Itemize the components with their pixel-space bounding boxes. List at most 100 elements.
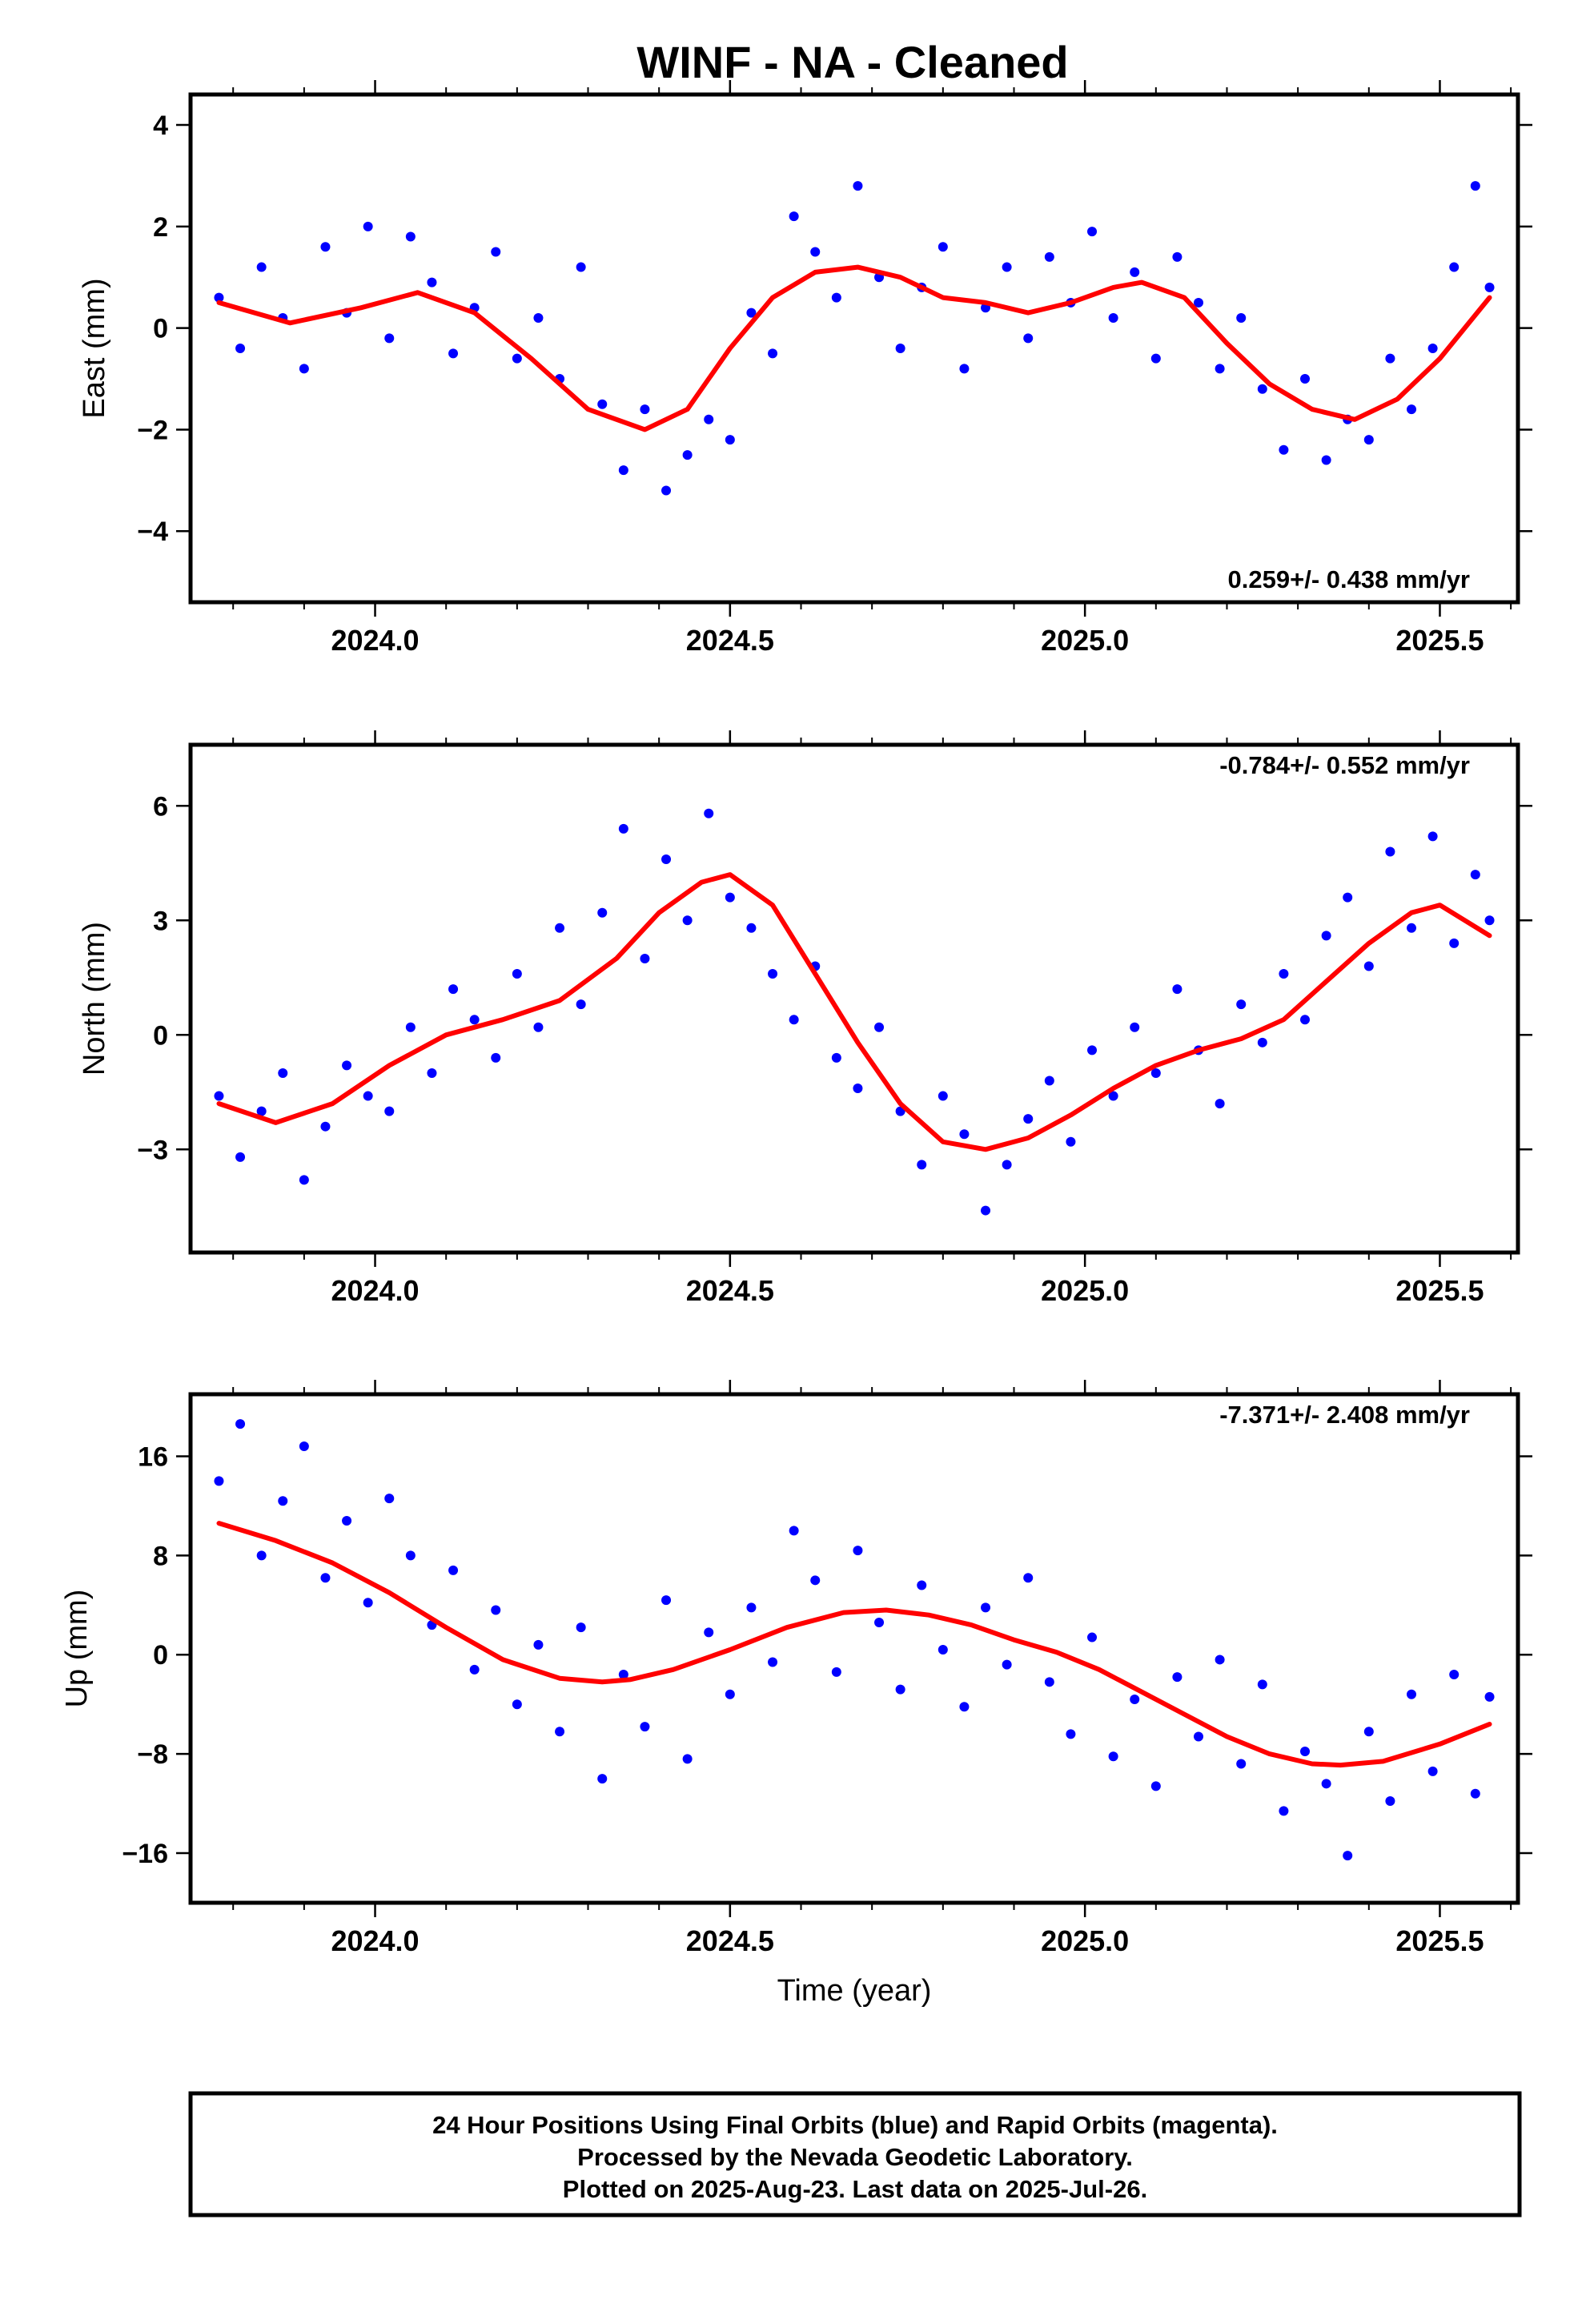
north-data-point bbox=[1385, 846, 1395, 857]
up-x-tick-label: 2024.0 bbox=[331, 1924, 419, 1957]
up-data-point bbox=[320, 1573, 331, 1583]
up-data-point bbox=[533, 1639, 544, 1650]
north-data-point bbox=[1150, 1068, 1161, 1078]
up-data-point bbox=[1023, 1573, 1034, 1583]
north-data-point bbox=[789, 1015, 799, 1025]
east-x-tick-label: 2025.5 bbox=[1395, 624, 1484, 657]
north-data-point bbox=[320, 1121, 331, 1132]
up-data-point bbox=[1363, 1727, 1374, 1737]
north-data-point bbox=[1257, 1037, 1267, 1047]
north-data-point bbox=[1407, 923, 1417, 933]
north-data-point bbox=[1484, 915, 1495, 926]
up-data-point bbox=[1215, 1655, 1225, 1665]
up-data-point bbox=[1172, 1672, 1182, 1683]
north-data-point bbox=[1023, 1114, 1034, 1124]
up-data-point bbox=[640, 1722, 650, 1732]
east-data-point bbox=[1087, 227, 1098, 237]
east-data-point bbox=[1130, 267, 1140, 277]
north-x-tick-label: 2025.5 bbox=[1395, 1274, 1484, 1307]
north-data-point bbox=[363, 1091, 373, 1101]
up-data-point bbox=[1484, 1691, 1495, 1702]
up-data-point bbox=[661, 1595, 672, 1606]
north-data-point bbox=[1343, 892, 1353, 903]
up-data-point bbox=[1279, 1806, 1289, 1816]
east-data-point bbox=[597, 399, 608, 409]
north-data-point bbox=[661, 854, 672, 865]
up-data-point bbox=[789, 1526, 799, 1536]
north-data-point bbox=[1363, 961, 1374, 971]
north-data-point bbox=[256, 1106, 267, 1116]
up-data-point bbox=[874, 1617, 885, 1627]
north-data-point bbox=[1279, 969, 1289, 979]
north-data-point bbox=[448, 984, 459, 995]
east-data-point bbox=[1023, 333, 1034, 344]
east-fit-curve bbox=[216, 264, 1492, 432]
footer-border bbox=[188, 2091, 1522, 2217]
north-data-point bbox=[853, 1084, 863, 1094]
north-data-point bbox=[704, 808, 714, 818]
east-data-point bbox=[405, 231, 416, 242]
up-data-point bbox=[1044, 1677, 1054, 1687]
north-data-point bbox=[427, 1068, 437, 1078]
north-plot-frame bbox=[188, 742, 1520, 1255]
up-data-point bbox=[363, 1598, 373, 1608]
north-data-point bbox=[1470, 870, 1480, 880]
east-data-point bbox=[640, 404, 650, 415]
east-y-tick-label: −2 bbox=[137, 415, 168, 445]
east-data-point bbox=[1236, 312, 1247, 323]
east-data-point bbox=[1150, 353, 1161, 364]
up-data-point bbox=[938, 1645, 948, 1655]
up-data-point bbox=[831, 1667, 841, 1677]
north-data-point bbox=[1449, 938, 1460, 948]
east-data-point bbox=[1427, 344, 1438, 353]
north-data-point bbox=[768, 969, 778, 979]
up-y-tick-label: 16 bbox=[138, 1441, 168, 1472]
east-data-point bbox=[895, 344, 905, 353]
north-data-point bbox=[1321, 931, 1331, 941]
up-data-point bbox=[981, 1602, 991, 1613]
up-data-point bbox=[1087, 1632, 1098, 1642]
up-x-tick-label: 2024.5 bbox=[686, 1924, 774, 1957]
east-data-point bbox=[491, 247, 501, 257]
up-data-point bbox=[1108, 1751, 1118, 1762]
up-data-point bbox=[405, 1550, 416, 1561]
north-data-point bbox=[874, 1022, 885, 1032]
east-data-point bbox=[661, 485, 672, 496]
east-data-point bbox=[1215, 364, 1225, 374]
figure-title: WINF - NA - Cleaned bbox=[636, 37, 1068, 87]
up-x-tick-label: 2025.0 bbox=[1041, 1924, 1129, 1957]
east-x-tick-label: 2024.0 bbox=[331, 624, 419, 657]
east-plot-frame bbox=[188, 92, 1520, 605]
up-data-point bbox=[299, 1441, 309, 1452]
up-y-axis-label: Up (mm) bbox=[60, 1590, 94, 1708]
north-data-point bbox=[938, 1091, 948, 1101]
east-data-point bbox=[959, 364, 970, 374]
footer-line-2: Processed by the Nevada Geodetic Laborat… bbox=[577, 2143, 1133, 2171]
up-data-point bbox=[682, 1754, 693, 1764]
north-data-point bbox=[512, 969, 522, 979]
north-x-tick-label: 2024.5 bbox=[686, 1274, 774, 1307]
north-y-tick-label: 3 bbox=[153, 906, 168, 936]
up-data-point bbox=[959, 1702, 970, 1712]
north-data-point bbox=[746, 923, 757, 933]
up-y-tick-label: −16 bbox=[122, 1839, 168, 1869]
up-data-point bbox=[278, 1496, 288, 1506]
east-data-point bbox=[789, 211, 799, 222]
north-data-point bbox=[1130, 1022, 1140, 1032]
east-y-axis-label: East (mm) bbox=[78, 278, 111, 418]
panel-up: 2024.0 2024.5 2025.0 2025.5 −16 −8 0 8 16 Up (mm)… bbox=[60, 1380, 1532, 2008]
north-data-point bbox=[1002, 1160, 1012, 1170]
east-data-point bbox=[1449, 262, 1460, 272]
east-data-point bbox=[1321, 455, 1331, 465]
up-data-point bbox=[448, 1565, 459, 1575]
up-data-point bbox=[1407, 1689, 1417, 1699]
east-data-point bbox=[938, 242, 948, 252]
north-data-point bbox=[491, 1052, 501, 1063]
east-data-point bbox=[682, 450, 693, 460]
east-data-point bbox=[810, 247, 821, 257]
footer-box: 24 Hour Positions Using Final Orbits (bl… bbox=[188, 2091, 1522, 2217]
east-y-tick-label: 4 bbox=[153, 111, 168, 141]
up-data-point bbox=[704, 1627, 714, 1638]
up-data-point bbox=[1257, 1679, 1267, 1690]
